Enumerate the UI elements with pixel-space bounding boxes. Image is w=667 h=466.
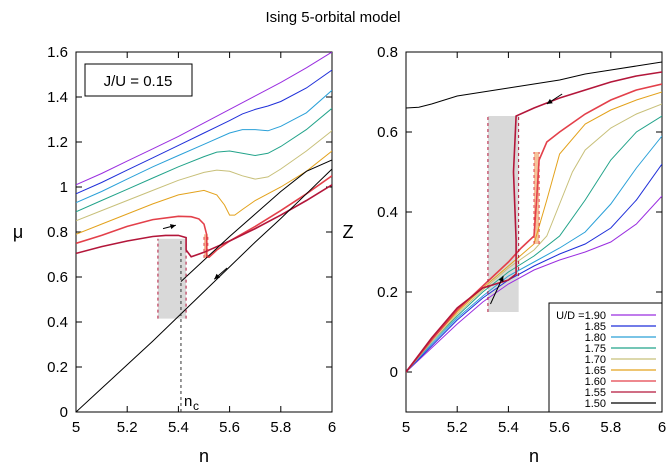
series-line-1-75 [76, 107, 332, 213]
arrow-backward-head [214, 273, 221, 280]
y-tick-label: 0 [390, 364, 398, 381]
y-tick-label: 0.6 [47, 269, 68, 286]
mu-panel: 5 5.2 5.4 5.6 5.8 6 0 0.2 0.4 0.6 0.8 1 1.2 1.4 1.6 n μ J… [13, 44, 336, 466]
series-line-1-65 [76, 150, 332, 235]
parameter-label: J/U = 0.15 [104, 73, 173, 90]
x-tick-label: 6 [328, 419, 336, 436]
series-line-1-50 [406, 61, 662, 109]
y-tick-label: 0.4 [377, 204, 398, 221]
critical-density-label: n [184, 393, 192, 410]
legend-label: 1.70 [585, 354, 606, 366]
y-tick-label: 0.4 [47, 314, 68, 331]
plot-frame [75, 51, 333, 413]
arrow-forward-head [169, 224, 176, 230]
legend-label: 1.60 [585, 376, 606, 388]
critical-density-subscript: c [193, 399, 199, 413]
series-line-1-90 [406, 195, 662, 373]
series-line-1-90 [76, 52, 332, 186]
series-line-1-80 [406, 135, 662, 373]
x-tick-label: 5.4 [168, 419, 189, 436]
y-axis-label: Z [343, 222, 354, 242]
x-tick-label: 5.8 [600, 419, 621, 436]
series-line-1-70 [76, 130, 332, 222]
legend-label: 1.80 [585, 332, 606, 344]
y-tick-label: 1 [60, 179, 68, 196]
series-line-1-55 [406, 71, 662, 373]
legend-label: 1.85 [585, 321, 606, 333]
legend-label: 1.75 [585, 343, 606, 355]
x-tick-label: 5.2 [447, 419, 468, 436]
x-tick-label: 5.8 [270, 419, 291, 436]
series-line-1-65 [406, 91, 662, 373]
arrow-backward-head [546, 98, 553, 104]
x-tick-label: 6 [658, 419, 666, 436]
series-line-1-50 [76, 168, 332, 412]
legend-label: U/D =1.90 [556, 310, 606, 322]
x-tick-label: 5 [402, 419, 410, 436]
parameter-box [84, 63, 193, 97]
y-tick-label: 0.8 [377, 44, 398, 61]
legend-label: 1.55 [585, 387, 606, 399]
series-line-1-80 [76, 89, 332, 204]
x-tick-label: 5.6 [219, 419, 240, 436]
figure-title: Ising 5-orbital model [265, 9, 400, 26]
y-tick-label: 1.4 [47, 89, 68, 106]
x-tick-label: 5.4 [498, 419, 519, 436]
series-line-1-85 [76, 69, 332, 195]
y-tick-label: 0 [60, 404, 68, 421]
y-tick-label: 0.2 [377, 284, 398, 301]
legend-label: 1.65 [585, 365, 606, 377]
plot-frame [405, 51, 663, 413]
x-axis-label: n [199, 446, 209, 466]
y-tick-label: 0.2 [47, 359, 68, 376]
y-tick-label: 0.6 [377, 124, 398, 141]
series-line-1-60 [76, 175, 332, 259]
series-line-1-85 [406, 163, 662, 373]
arrow-forward-head [498, 276, 504, 282]
x-axis-label: n [529, 446, 539, 466]
x-tick-label: 5.6 [549, 419, 570, 436]
legend-box [548, 302, 663, 413]
y-tick-label: 1.6 [47, 44, 68, 61]
y-tick-label: 1.2 [47, 134, 68, 151]
legend-label: 1.50 [585, 398, 606, 410]
coexistence-region [157, 238, 187, 319]
y-axis-label: μ [13, 222, 23, 242]
series-line-1-50b [180, 159, 332, 282]
y-tick-label: 0.8 [47, 224, 68, 241]
series-line-1-75 [406, 115, 662, 373]
series-line-1-70 [406, 103, 662, 373]
x-tick-label: 5.2 [117, 419, 138, 436]
x-tick-label: 5 [72, 419, 80, 436]
